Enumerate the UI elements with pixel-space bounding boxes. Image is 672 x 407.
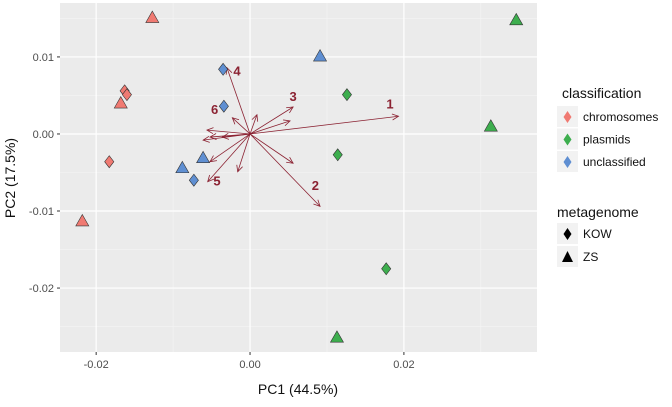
point-unclassified-kow: [188, 173, 199, 187]
legend-label-kow: KOW: [583, 227, 612, 241]
arrow-label: 6: [211, 102, 218, 117]
legend-label-zs: ZS: [583, 250, 598, 264]
point-chromosomes-zs: [113, 96, 128, 109]
y-tick-label: -0.01: [29, 206, 54, 218]
arrow-head: [313, 199, 321, 208]
arrow-head: [283, 119, 291, 127]
point-unclassified-kow: [218, 62, 229, 76]
loading-arrow: [249, 120, 291, 135]
x-axis-title: PC1 (44.5%): [258, 381, 338, 397]
point-plasmids-kow: [332, 148, 343, 162]
data-points: [75, 10, 524, 343]
arrow-head: [202, 135, 210, 143]
arrow-head: [207, 174, 215, 183]
point-plasmids-zs: [483, 119, 498, 132]
legend: classification metagenome chromosomes pla…: [557, 85, 658, 267]
point-chromosomes-kow: [121, 88, 132, 102]
point-unclassified-zs: [196, 150, 211, 164]
loading-arrow: [206, 129, 251, 135]
arrow-label: 1: [386, 97, 393, 112]
legend-key-plasmids: [563, 133, 572, 146]
point-plasmids-kow: [381, 262, 392, 276]
loading-arrow: [249, 114, 258, 135]
x-tick-label: -0.02: [84, 359, 109, 371]
arrow-head: [206, 127, 214, 135]
plot-panel: [60, 3, 537, 352]
point-plasmids-kow: [341, 88, 352, 102]
loading-arrow: [207, 133, 251, 183]
legend-key-unclassified: [563, 156, 572, 168]
arrow-head: [209, 155, 218, 163]
arrow-label: 5: [213, 174, 220, 189]
x-tick-label: 0.02: [393, 359, 414, 371]
loading-arrow: [237, 133, 251, 172]
arrow-head: [286, 106, 294, 114]
legend-label-chromosomes: chromosomes: [583, 110, 658, 124]
y-tick-label: 0.00: [33, 129, 54, 141]
grid-lines: [60, 3, 537, 352]
arrow-label: 3: [289, 89, 296, 104]
point-plasmids-zs: [329, 330, 344, 343]
legend-label-plasmids: plasmids: [583, 133, 630, 147]
point-unclassified-zs: [175, 160, 190, 174]
axis-ticks: -0.02 0.00 0.02 0.01 0.00 -0.01 -0.02: [29, 52, 415, 371]
y-axis-title: PC2 (17.5%): [2, 138, 18, 218]
diamond-icon: [563, 228, 572, 240]
loading-arrow: [249, 106, 294, 135]
loading-arrow: [249, 133, 321, 207]
arrow-head: [225, 66, 233, 75]
point-chromosomes-kow: [104, 155, 115, 169]
legend-key-chromosomes: [563, 111, 572, 123]
point-chromosomes-zs: [75, 213, 90, 227]
legend-title-classification: classification: [562, 85, 641, 101]
loading-arrows: 1 2 3 4 5 6: [202, 63, 400, 208]
arrow-head: [286, 156, 294, 164]
arrow-label: 4: [233, 63, 241, 78]
loading-arrow: [209, 133, 251, 163]
arrow-head: [391, 113, 400, 121]
loading-arrow: [249, 133, 294, 164]
arrow-head: [236, 164, 243, 173]
arrow-label: 2: [312, 178, 319, 193]
loading-arrow: [232, 117, 251, 135]
point-plasmids-zs: [509, 12, 524, 26]
arrow-head: [221, 132, 230, 140]
arrow-head: [251, 113, 259, 122]
point-unclassified-zs: [313, 49, 328, 62]
loading-arrow: [226, 67, 251, 135]
point-chromosomes-zs: [145, 10, 160, 23]
arrow-head: [231, 117, 240, 125]
loading-arrow: [249, 115, 399, 135]
point-unclassified-kow: [218, 99, 229, 113]
triangle-icon: [562, 251, 573, 262]
legend-label-unclassified: unclassified: [583, 155, 646, 169]
y-tick-label: 0.01: [33, 52, 54, 64]
x-tick-label: 0.00: [239, 359, 260, 371]
arrow-head: [209, 133, 217, 140]
y-tick-label: -0.02: [29, 283, 54, 295]
loading-arrow: [222, 133, 251, 138]
legend-title-metagenome: metagenome: [557, 204, 639, 220]
